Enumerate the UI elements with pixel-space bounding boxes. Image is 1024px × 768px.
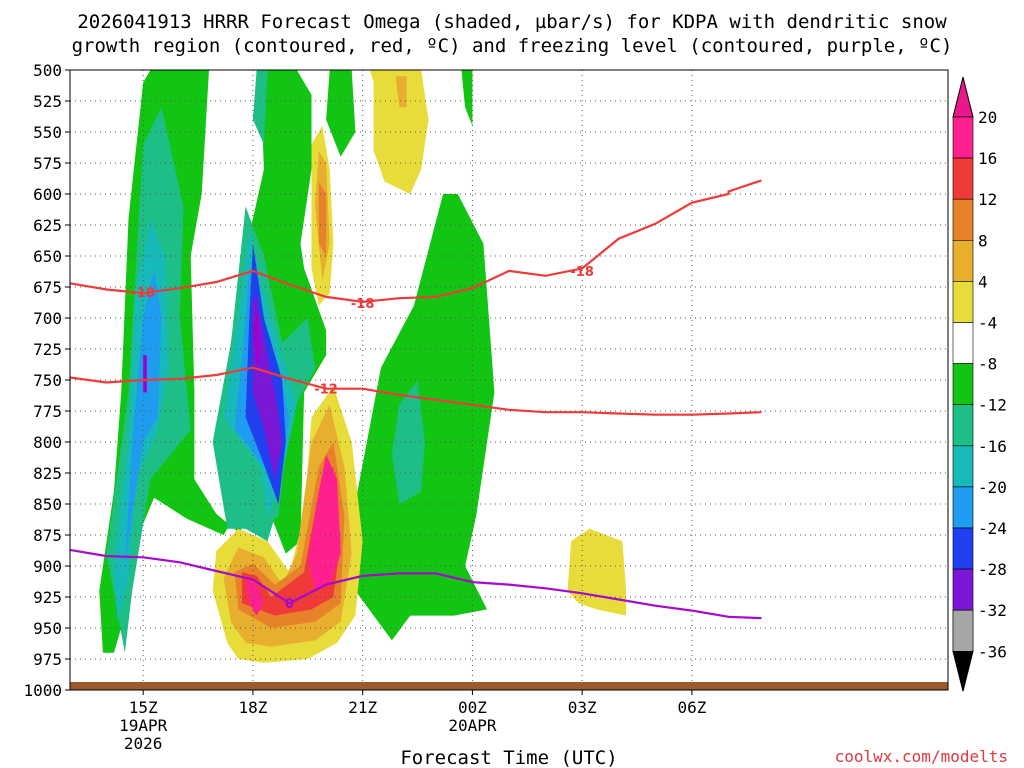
- colorbar-label: -36: [978, 642, 1007, 661]
- y-tick-label: 675: [33, 278, 62, 297]
- colorbar-label: 20: [978, 108, 997, 127]
- x-tick-label: 15Z: [129, 698, 158, 717]
- omega-region-c4: [567, 528, 627, 616]
- colorbar-label: -16: [978, 437, 1007, 456]
- title-line2: growth region (contoured, red, ºC) and f…: [72, 35, 953, 57]
- colorbar-swatch-c8: [952, 240, 974, 282]
- colorbar-label: 12: [978, 190, 997, 209]
- ground-surface: [70, 682, 948, 690]
- y-tick-label: 700: [33, 309, 62, 328]
- y-tick-label: 950: [33, 619, 62, 638]
- omega-region-c4: [370, 70, 429, 194]
- colorbar-label: -20: [978, 478, 1007, 497]
- contour-label-dgz-minus18: -18: [570, 265, 594, 280]
- colorbar-swatch-c12: [952, 198, 974, 241]
- colorbar-swatch-c4: [952, 281, 974, 323]
- colorbar-label: 8: [978, 231, 988, 250]
- title-line1: 2026041913 HRRR Forecast Omega (shaded, …: [77, 11, 947, 33]
- y-tick-label: 500: [33, 61, 62, 80]
- isotherm-freezing-level: [70, 548, 762, 620]
- credit-text: coolwx.com/modelts: [835, 747, 1008, 766]
- x-year-label: 2026: [124, 734, 163, 753]
- omega-shading: [99, 70, 627, 663]
- x-axis-label: Forecast Time (UTC): [400, 747, 617, 768]
- colorbar-swatch-c20: [952, 116, 974, 159]
- colorbar-label: 16: [978, 149, 997, 168]
- omega-region-m24: [252, 293, 283, 480]
- y-tick-label: 600: [33, 185, 62, 204]
- contour-label-dgz-minus18: -18: [351, 297, 375, 312]
- omega-region-c20: [245, 578, 264, 616]
- contour-label-freezing-level: 0: [285, 597, 294, 612]
- y-tick-label: 725: [33, 340, 62, 359]
- y-axis: 500 525 550 575 600 625 650 675 700 725 750 775 800 8…: [23, 61, 70, 700]
- colorbar-swatch-m20: [952, 527, 974, 570]
- colorbar-swatch-zero: [952, 322, 974, 364]
- y-tick-label: 625: [33, 216, 62, 235]
- y-tick-label: 1000: [23, 681, 62, 700]
- colorbar-swatch-m32: [952, 609, 974, 652]
- colorbar-label: -32: [978, 601, 1007, 620]
- contour-label-dgz-minus18: -18: [131, 286, 155, 301]
- colorbar-swatch-m4: [952, 363, 974, 406]
- colorbar-swatch-m8: [952, 404, 974, 447]
- colorbar-label: -4: [978, 314, 997, 333]
- x-tick-label: 00Z: [458, 698, 487, 717]
- y-tick-label: 875: [33, 526, 62, 545]
- colorbar-label: -8: [978, 355, 997, 374]
- colorbar-label: 4: [978, 272, 988, 291]
- y-tick-label: 775: [33, 402, 62, 421]
- y-tick-label: 800: [33, 433, 62, 452]
- omega-region-m16: [124, 268, 162, 566]
- y-tick-label: 575: [33, 154, 62, 173]
- y-tick-label: 550: [33, 123, 62, 142]
- omega-region-c8: [395, 76, 407, 108]
- colorbar-swatch-m12: [952, 445, 974, 488]
- x-date-label: 20APR: [448, 716, 497, 735]
- y-tick-label: 825: [33, 464, 62, 483]
- colorbar-top-arrow: [952, 76, 974, 118]
- colorbar-swatch-m16: [952, 486, 974, 529]
- colorbar: 20 16 12 8 4 -4 -8 -12 -16 -20 -24 -28 -32 -36: [952, 76, 1007, 692]
- omega-region-m4: [461, 70, 473, 126]
- colorbar-label: -28: [978, 560, 1007, 579]
- y-tick-label: 850: [33, 495, 62, 514]
- isotherm-dgz-minus18: [70, 179, 762, 304]
- colorbar-label: -24: [978, 519, 1007, 538]
- colorbar-swatch-m24: [952, 568, 974, 611]
- isotherm-dgz-minus12: [70, 366, 762, 416]
- omega-region-m4: [326, 70, 356, 157]
- y-tick-label: 925: [33, 588, 62, 607]
- x-tick-label: 06Z: [677, 698, 706, 717]
- x-date-label: 19APR: [119, 716, 168, 735]
- x-tick-label: 03Z: [568, 698, 597, 717]
- omega-region-m8: [252, 70, 268, 145]
- contours: -18 -18 -18 -12 0: [70, 179, 762, 620]
- title: 2026041913 HRRR Forecast Omega (shaded, …: [72, 11, 953, 57]
- omega-region-c12: [318, 181, 327, 256]
- y-tick-label: 900: [33, 557, 62, 576]
- x-tick-label: 18Z: [238, 698, 267, 717]
- y-tick-label: 750: [33, 371, 62, 390]
- y-tick-label: 650: [33, 247, 62, 266]
- omega-region-m28: [143, 355, 147, 393]
- y-tick-label: 525: [33, 92, 62, 111]
- omega-region-c20: [307, 454, 341, 591]
- colorbar-bottom-arrow: [952, 650, 974, 692]
- y-tick-label: 975: [33, 650, 62, 669]
- x-tick-label: 21Z: [348, 698, 377, 717]
- contour-label-dgz-minus12: -12: [314, 383, 338, 398]
- omega-region-m28: [252, 293, 261, 368]
- colorbar-label: -12: [978, 396, 1007, 415]
- colorbar-swatch-c16: [952, 157, 974, 200]
